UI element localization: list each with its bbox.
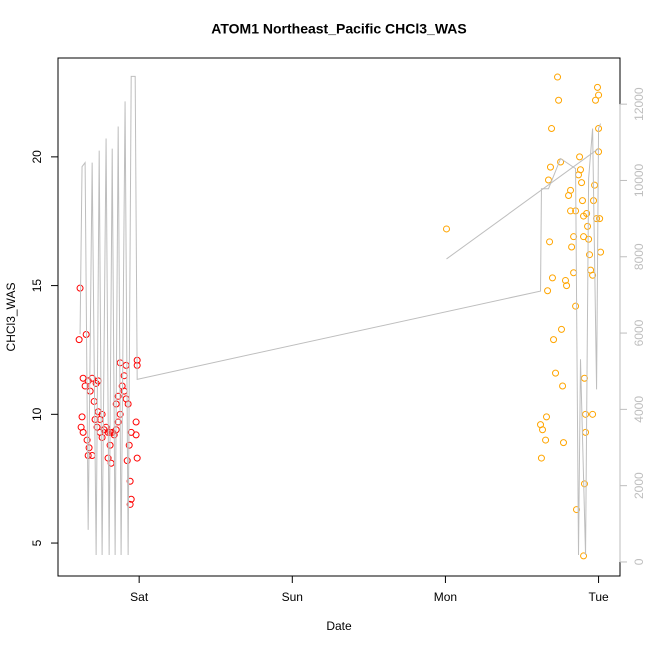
data-point — [595, 91, 603, 99]
data-point — [442, 225, 450, 233]
y2-tick-label: 8000 — [632, 243, 646, 270]
data-point — [572, 302, 580, 310]
y-tick-label: 15 — [30, 279, 44, 293]
data-point — [84, 452, 92, 460]
data-point — [542, 413, 550, 421]
data-point — [124, 400, 132, 408]
data-point — [114, 418, 122, 426]
y-axis-label: CHCl3_WAS — [4, 283, 18, 352]
y-tick-label: 20 — [30, 150, 44, 164]
data-point — [88, 374, 96, 382]
y-tick-label: 5 — [30, 539, 44, 546]
y2-tick-label: 0 — [632, 558, 646, 565]
data-point — [537, 454, 545, 462]
data-point — [554, 73, 562, 81]
data-point — [552, 369, 560, 377]
data-point — [548, 274, 556, 282]
x-axis-label: Date — [326, 619, 352, 633]
data-point — [78, 413, 86, 421]
data-point — [576, 153, 584, 161]
data-point — [558, 325, 566, 333]
data-point — [114, 392, 122, 400]
data-point — [548, 125, 556, 133]
data-point — [593, 83, 601, 91]
data-point — [98, 433, 106, 441]
data-point — [591, 96, 599, 104]
y2-tick-label: 2000 — [632, 472, 646, 499]
data-point — [98, 410, 106, 418]
x-tick-label: Mon — [434, 590, 457, 604]
data-point — [568, 243, 576, 251]
data-point — [546, 238, 554, 246]
data-point — [596, 215, 604, 223]
data-point — [81, 382, 89, 390]
altitude-line — [446, 148, 599, 260]
data-point — [126, 477, 134, 485]
data-point — [559, 382, 567, 390]
data-point — [578, 197, 586, 205]
data-point — [567, 186, 575, 194]
x-tick-label: Sun — [282, 590, 303, 604]
data-point — [126, 500, 134, 508]
data-point — [567, 207, 575, 215]
data-point — [580, 480, 588, 488]
data-point — [542, 436, 550, 444]
data-point — [75, 336, 83, 344]
data-point — [583, 210, 591, 218]
data-point — [582, 410, 590, 418]
chart-title: ATOM1 Northeast_Pacific CHCl3_WAS — [211, 21, 466, 37]
y2-tick-label: 6000 — [632, 319, 646, 346]
y2-tick-label: 4000 — [632, 396, 646, 423]
data-point — [573, 506, 581, 514]
y2-tick-label: 10000 — [632, 163, 646, 197]
data-point — [591, 181, 599, 189]
data-point — [586, 251, 594, 259]
data-point — [132, 431, 140, 439]
data-point — [576, 166, 584, 174]
data-point — [561, 276, 569, 284]
data-point — [589, 271, 597, 279]
data-point — [563, 282, 571, 290]
data-point — [578, 179, 586, 187]
data-point — [546, 163, 554, 171]
data-point — [550, 336, 558, 344]
data-point — [76, 284, 84, 292]
data-point — [132, 418, 140, 426]
data-point — [539, 426, 547, 434]
x-tick-label: Tue — [588, 590, 609, 604]
data-point — [79, 428, 87, 436]
data-point — [559, 439, 567, 447]
data-point — [544, 287, 552, 295]
y-tick-label: 10 — [30, 407, 44, 421]
data-point — [133, 454, 141, 462]
x-tick-label: Sat — [130, 590, 149, 604]
data-point — [580, 552, 588, 560]
data-point — [589, 410, 597, 418]
data-point — [584, 222, 592, 230]
altitude-line — [79, 75, 602, 555]
data-point — [555, 96, 563, 104]
y2-tick-label: 12000 — [632, 87, 646, 121]
